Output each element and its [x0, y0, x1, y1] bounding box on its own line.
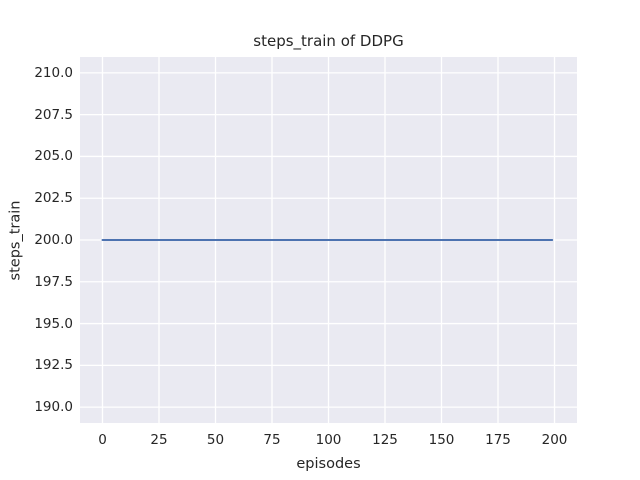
chart-title: steps_train of DDPG: [253, 32, 404, 50]
x-tick-label: 150: [428, 432, 455, 448]
y-tick-label: 197.5: [34, 273, 73, 290]
x-tick-label: 50: [206, 432, 225, 448]
y-tick-label: 200.0: [34, 232, 73, 248]
y-tick-label: 202.5: [34, 190, 73, 207]
x-tick-label: 175: [485, 432, 511, 448]
y-tick-label: 210.0: [34, 64, 73, 81]
x-tick-label: 200: [541, 432, 568, 448]
y-tick-label: 205.0: [34, 148, 73, 165]
y-tick-label: 190.0: [34, 399, 73, 416]
x-tick-label: 0: [98, 432, 107, 448]
x-axis-label: episodes: [296, 456, 361, 472]
y-tick-label: 195.0: [34, 315, 73, 332]
plot-area: [80, 57, 577, 423]
y-tick-label: 207.5: [34, 106, 73, 123]
plot-canvas: [80, 57, 577, 423]
x-tick-label: 100: [315, 432, 342, 448]
x-tick-label: 75: [263, 432, 281, 448]
y-axis-label: steps_train: [7, 200, 24, 281]
y-tick-label: 192.5: [34, 357, 73, 374]
x-tick-label: 25: [150, 432, 168, 448]
x-tick-label: 125: [372, 432, 398, 448]
